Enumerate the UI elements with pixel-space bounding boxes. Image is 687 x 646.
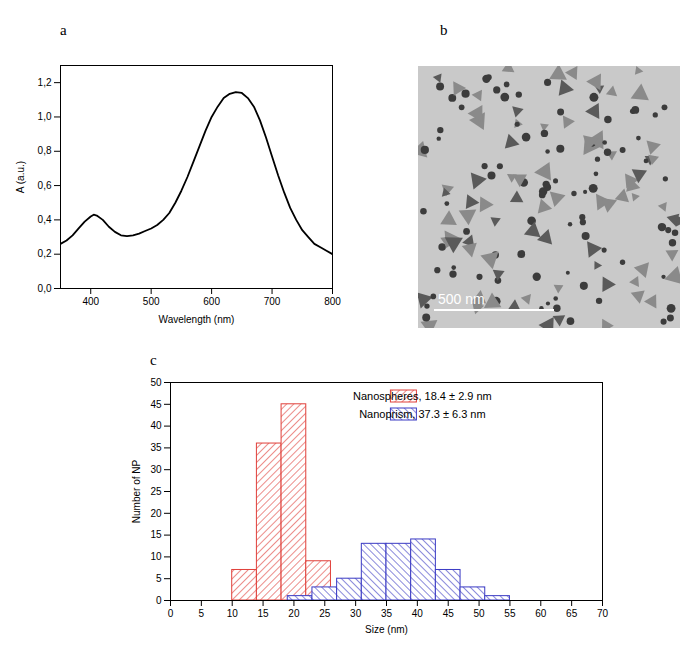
svg-text:0,0: 0,0	[38, 283, 52, 294]
svg-text:65: 65	[566, 608, 578, 619]
svg-text:1,0: 1,0	[38, 111, 52, 122]
html-text:a: a	[60, 22, 67, 38]
svg-text:0: 0	[156, 595, 162, 606]
svg-text:30: 30	[350, 608, 362, 619]
svg-text:15: 15	[150, 529, 162, 540]
svg-text:5: 5	[156, 573, 162, 584]
svg-text:Number of NP: Number of NP	[131, 459, 142, 523]
svg-text:70: 70	[597, 608, 609, 619]
svg-text:500 nm: 500 nm	[438, 291, 485, 307]
svg-text:35: 35	[150, 442, 162, 453]
svg-text:45: 45	[150, 399, 162, 410]
svg-text:20: 20	[288, 608, 300, 619]
svg-text:50: 50	[474, 608, 486, 619]
svg-text:35: 35	[381, 608, 393, 619]
svg-text:60: 60	[535, 608, 547, 619]
svg-text:0,8: 0,8	[38, 145, 52, 156]
svg-text:25: 25	[150, 486, 162, 497]
svg-text:10: 10	[150, 551, 162, 562]
svg-text:400: 400	[82, 296, 99, 307]
svg-text:Nanospheres, 18.4 ± 2.9 nm: Nanospheres, 18.4 ± 2.9 nm	[353, 390, 492, 402]
svg-text:A (a.u.): A (a.u.)	[15, 161, 26, 193]
svg-text:40: 40	[150, 420, 162, 431]
svg-text:20: 20	[150, 508, 162, 519]
svg-text:1,2: 1,2	[38, 77, 52, 88]
svg-text:0: 0	[168, 608, 174, 619]
svg-text:30: 30	[150, 464, 162, 475]
svg-text:0,6: 0,6	[38, 180, 52, 191]
svg-text:40: 40	[412, 608, 424, 619]
svg-text:5: 5	[199, 608, 205, 619]
svg-text:800: 800	[324, 296, 341, 307]
svg-text:Nanoprism, 37.3 ± 6.3 nm: Nanoprism, 37.3 ± 6.3 nm	[359, 408, 485, 420]
svg-text:700: 700	[264, 296, 281, 307]
svg-text:Wavelength (nm): Wavelength (nm)	[159, 314, 235, 325]
html-text:c: c	[150, 352, 157, 368]
svg-text:10: 10	[227, 608, 239, 619]
svg-text:Size (nm): Size (nm)	[365, 624, 408, 635]
html-text:b: b	[440, 22, 448, 38]
svg-text:50: 50	[150, 377, 162, 388]
svg-text:15: 15	[258, 608, 270, 619]
svg-text:0,4: 0,4	[38, 214, 52, 225]
svg-text:600: 600	[203, 296, 220, 307]
svg-text:45: 45	[443, 608, 455, 619]
svg-text:55: 55	[504, 608, 516, 619]
svg-text:500: 500	[143, 296, 160, 307]
svg-text:25: 25	[319, 608, 331, 619]
svg-text:0,2: 0,2	[38, 248, 52, 259]
